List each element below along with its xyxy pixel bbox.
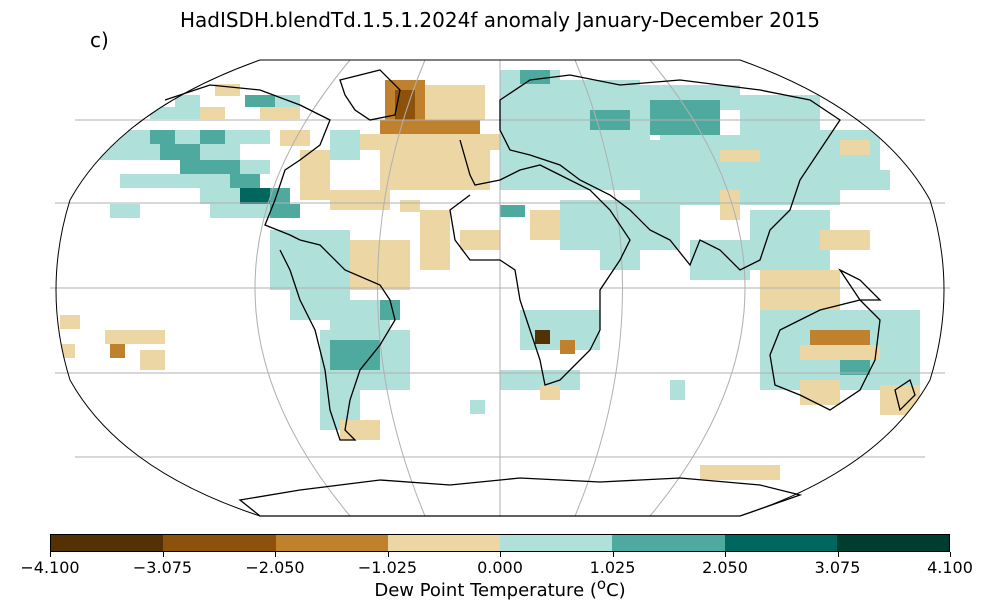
- colorbar-tick-mark: [950, 552, 951, 557]
- colorbar-tick-label: 2.050: [702, 558, 748, 577]
- colorbar-segment: [275, 535, 388, 551]
- colorbar-segment: [724, 535, 837, 551]
- graticule: [50, 59, 950, 517]
- colorbar-segment: [500, 535, 613, 551]
- colorbar-tick-label: −2.050: [245, 558, 305, 577]
- colorbar-tick-label: 0.000: [477, 558, 523, 577]
- colorbar-segment: [387, 535, 500, 551]
- colorbar-segment: [51, 535, 164, 551]
- colorbar-tick-label: −3.075: [132, 558, 193, 577]
- colorbar-tick-mark: [275, 552, 276, 557]
- colorbar-tick-mark: [387, 552, 389, 557]
- colorbar-segment: [163, 535, 276, 551]
- colorbar-tick-mark: [500, 552, 501, 557]
- colorbar: [50, 534, 950, 552]
- colorbar-segment: [612, 535, 725, 551]
- colorbar-tick-label: −1.025: [357, 558, 418, 577]
- map-border: [55, 59, 945, 517]
- colorbar-tick-mark: [725, 552, 726, 557]
- colorbar-tick-mark: [162, 552, 164, 557]
- world-map: [50, 59, 950, 517]
- map-title: HadISDH.blendTd.1.5.1.2024f anomaly Janu…: [179, 8, 821, 32]
- anomaly-grid: [60, 70, 920, 480]
- colorbar-tick-mark: [837, 552, 839, 557]
- colorbar-tick-mark: [50, 552, 51, 557]
- colorbar-tick-label: 3.075: [814, 558, 861, 577]
- colorbar-segment: [836, 535, 949, 551]
- colorbar-label: Dew Point Temperature (oC): [374, 575, 626, 601]
- panel-label: c): [90, 28, 109, 52]
- colorbar-tick-label: 1.025: [589, 558, 636, 577]
- colorbar-tick-label: −4.100: [20, 558, 80, 577]
- colorbar-tick-label: 4.100: [927, 558, 973, 577]
- colorbar-tick-mark: [612, 552, 614, 557]
